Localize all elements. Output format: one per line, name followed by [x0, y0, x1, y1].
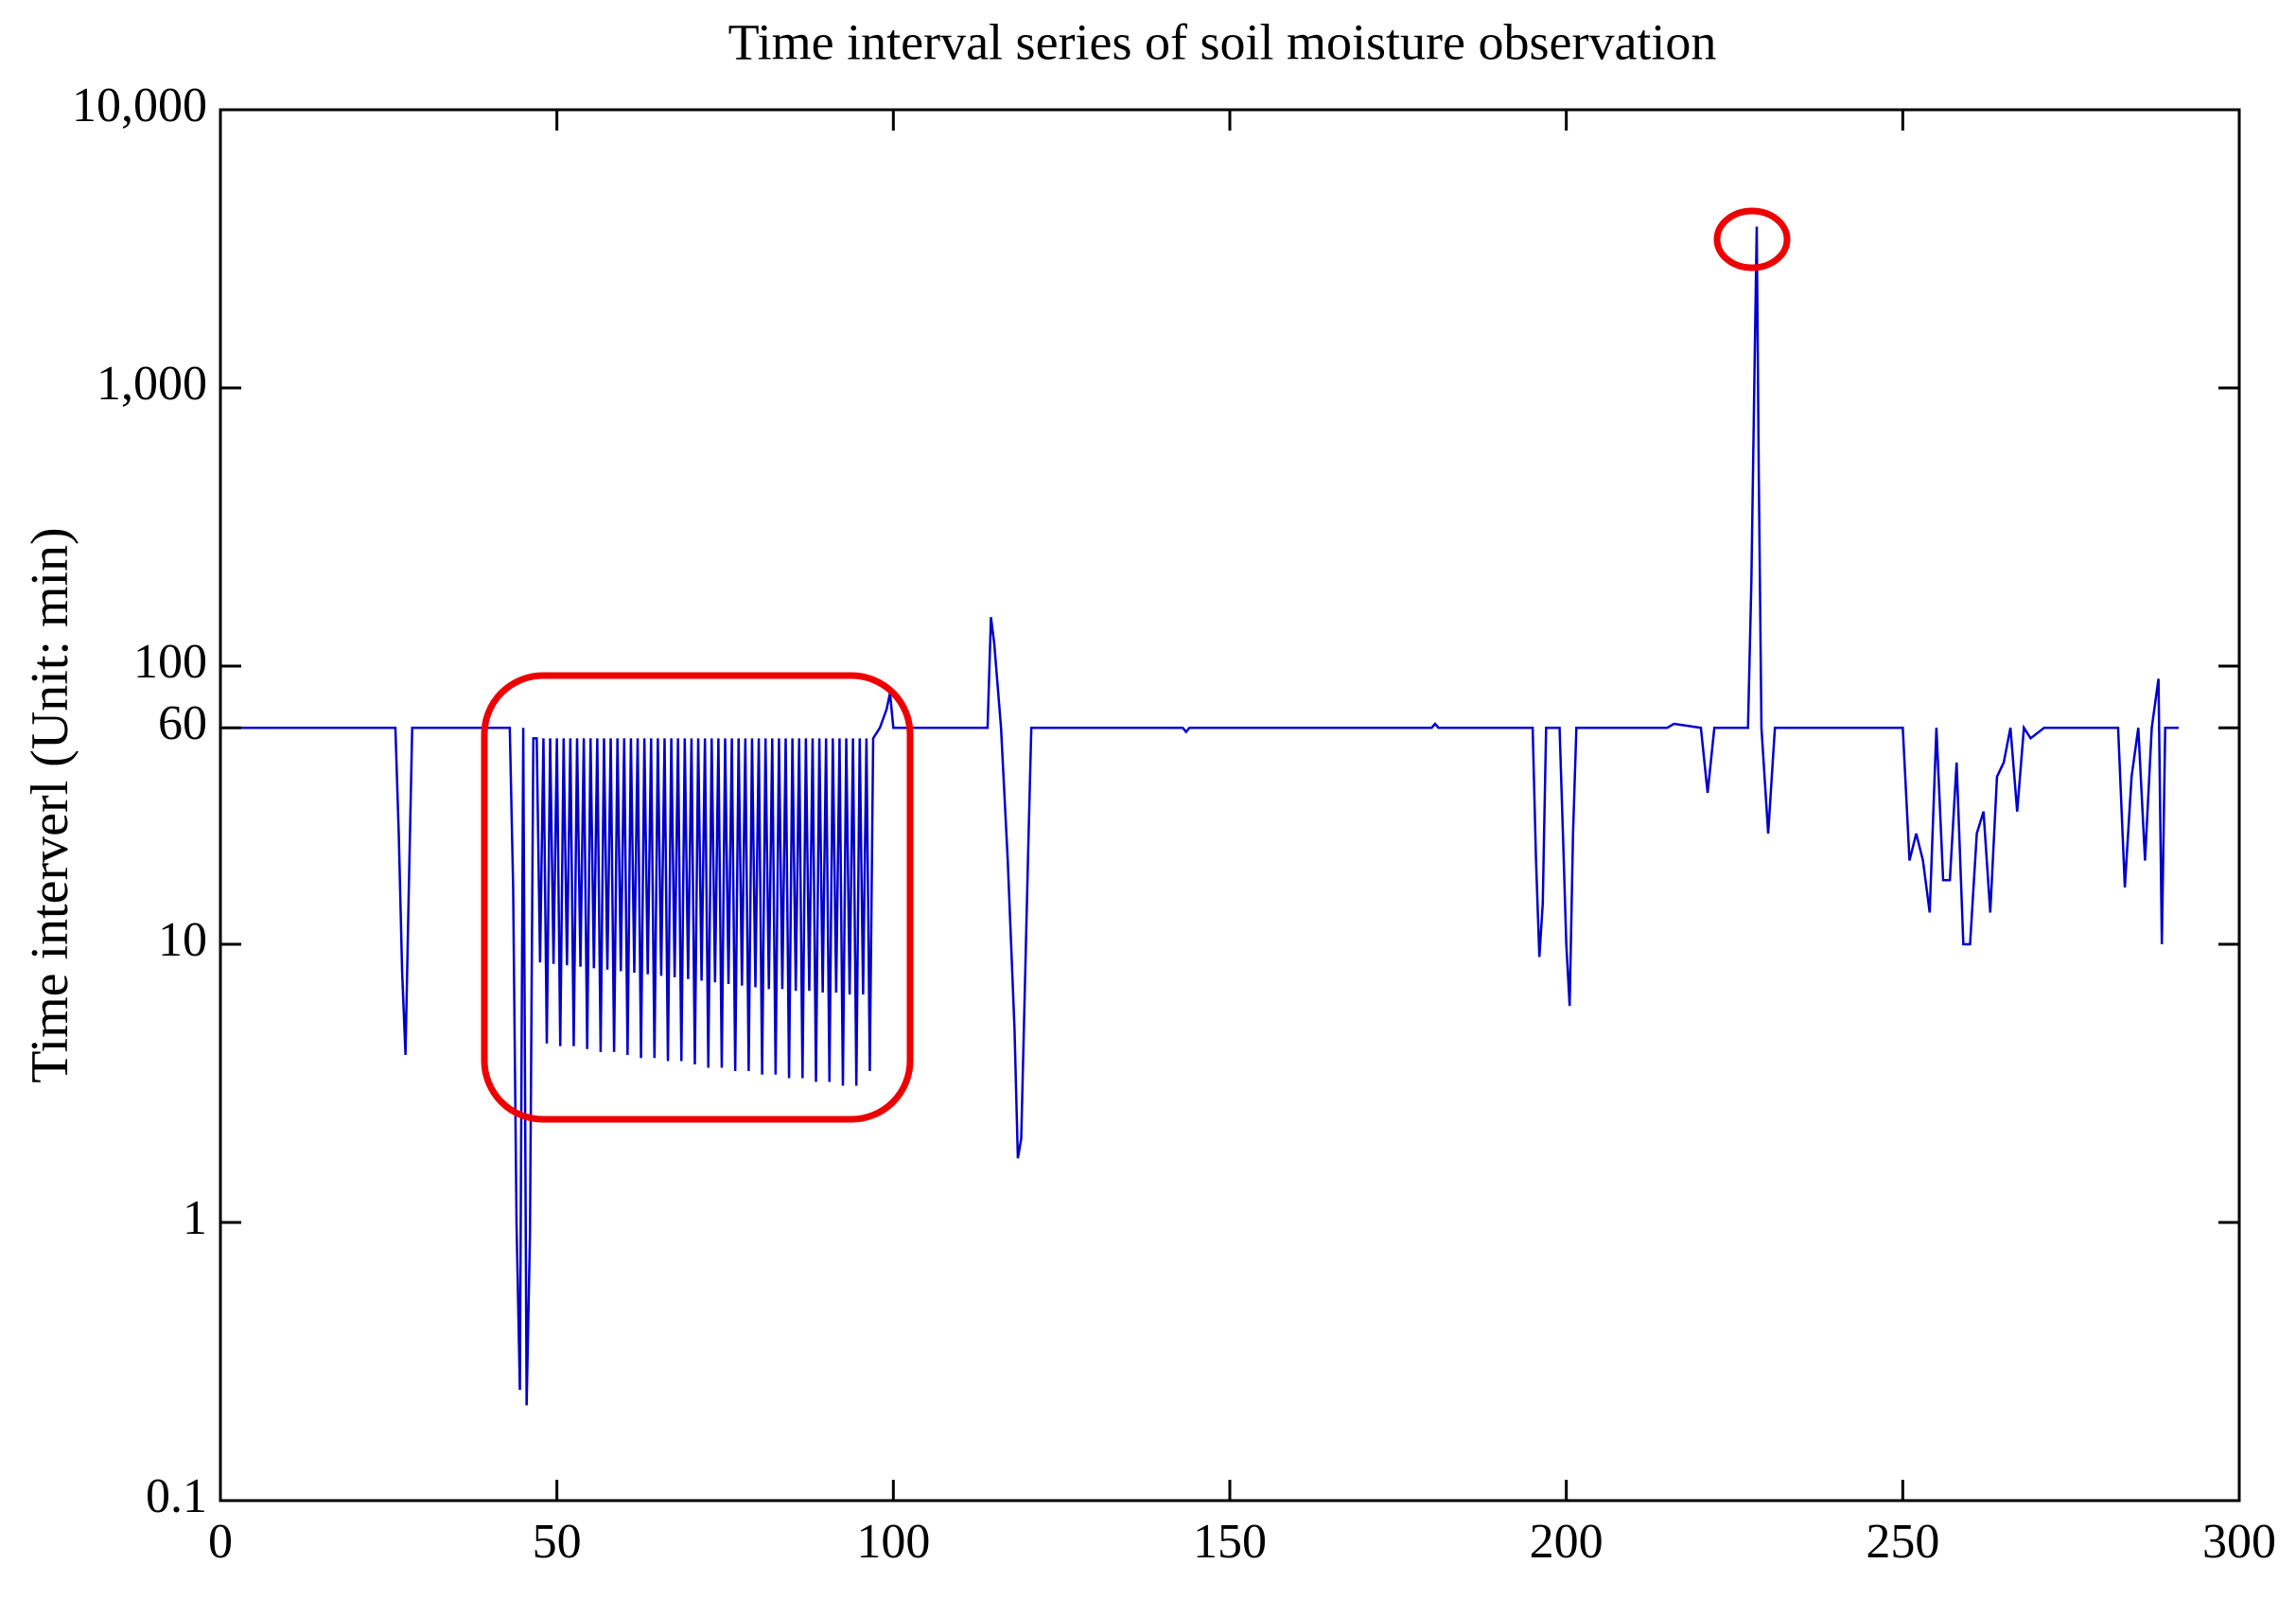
x-tick-label: 250	[1866, 1515, 1939, 1569]
y-tick-label: 0.1	[146, 1469, 207, 1523]
x-tick-label: 100	[856, 1515, 930, 1569]
x-tick-label: 50	[533, 1515, 582, 1569]
y-tick-label: 100	[133, 635, 207, 689]
y-tick-label: 10	[158, 913, 207, 967]
highlight-circle	[1713, 207, 1791, 272]
x-tick-label: 150	[1193, 1515, 1267, 1569]
y-axis-label: Time interverl (Unit: min)	[21, 527, 79, 1082]
data-line	[220, 226, 2179, 1406]
x-tick-label: 0	[208, 1515, 233, 1569]
y-tick-label: 1,000	[96, 357, 207, 411]
y-tick-label: 60	[158, 696, 207, 750]
x-tick-label: 300	[2202, 1515, 2276, 1569]
highlight-box	[481, 672, 914, 1123]
y-tick-label: 10,000	[72, 79, 207, 132]
plot-area	[220, 226, 2179, 1406]
y-tick-label: 1	[183, 1191, 207, 1245]
x-tick-label: 200	[1530, 1515, 1604, 1569]
chart-title: Time interval series of soil moisture ob…	[728, 13, 1717, 70]
